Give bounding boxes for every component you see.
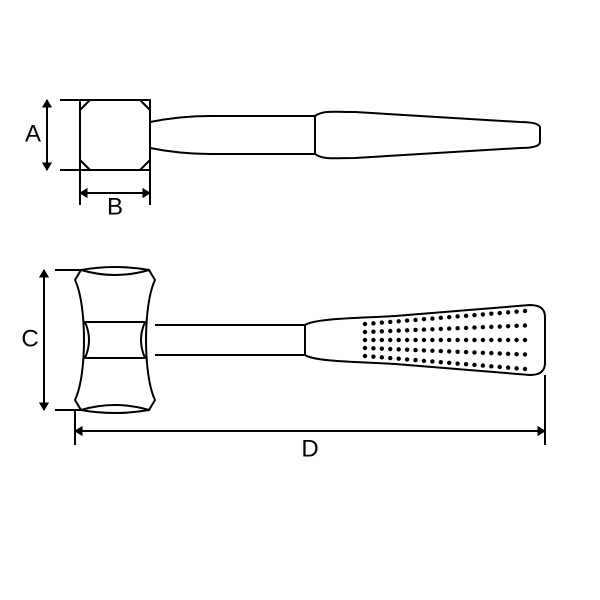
technical-drawing: ABCD <box>0 0 600 600</box>
side-view: CD <box>21 267 545 462</box>
grip-texture <box>363 309 527 371</box>
top-view: AB <box>25 100 540 220</box>
dim-label-c: C <box>21 325 38 352</box>
dim-label-a: A <box>25 120 41 147</box>
dim-label-d: D <box>301 435 318 462</box>
dim-label-b: B <box>107 193 123 220</box>
